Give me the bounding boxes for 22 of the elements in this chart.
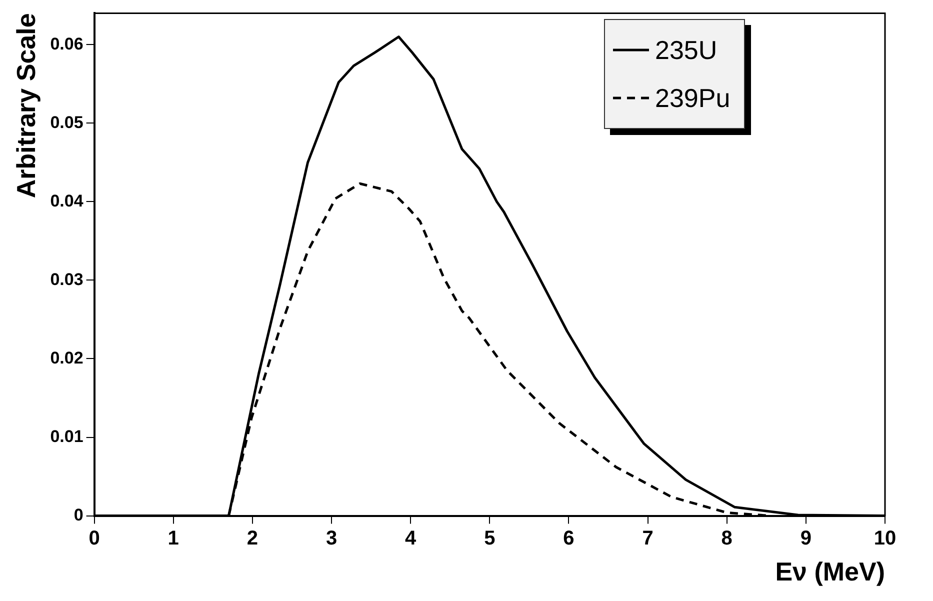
x-tick-label: 8 — [721, 527, 732, 550]
x-tick-label: 3 — [326, 527, 338, 550]
x-tick-label: 0 — [88, 527, 100, 550]
y-tick-label: 0.02 — [50, 348, 84, 368]
legend-label: 239Pu — [655, 82, 730, 114]
x-tick-label: 1 — [168, 527, 179, 550]
x-tick-label: 4 — [405, 527, 418, 550]
x-tick-label: 9 — [800, 527, 812, 550]
y-tick-label: 0.04 — [50, 191, 84, 210]
y-tick-label: 0.03 — [50, 270, 84, 289]
legend-label: 235U — [655, 34, 718, 66]
y-axis-title: Arbitrary Scale — [10, 13, 41, 198]
x-tick-label: 7 — [642, 527, 654, 550]
y-tick-label: 0.01 — [50, 426, 84, 446]
x-axis-title: Eν (MeV) — [775, 556, 885, 587]
x-tick-label: 10 — [874, 527, 896, 550]
x-tick-label: 6 — [563, 527, 574, 550]
x-tick-label: 5 — [484, 527, 496, 550]
x-tick-label: 2 — [246, 527, 258, 550]
y-tick-label: 0 — [74, 505, 84, 524]
y-tick-label: 0.06 — [50, 34, 84, 54]
y-tick-label: 0.05 — [50, 112, 84, 132]
